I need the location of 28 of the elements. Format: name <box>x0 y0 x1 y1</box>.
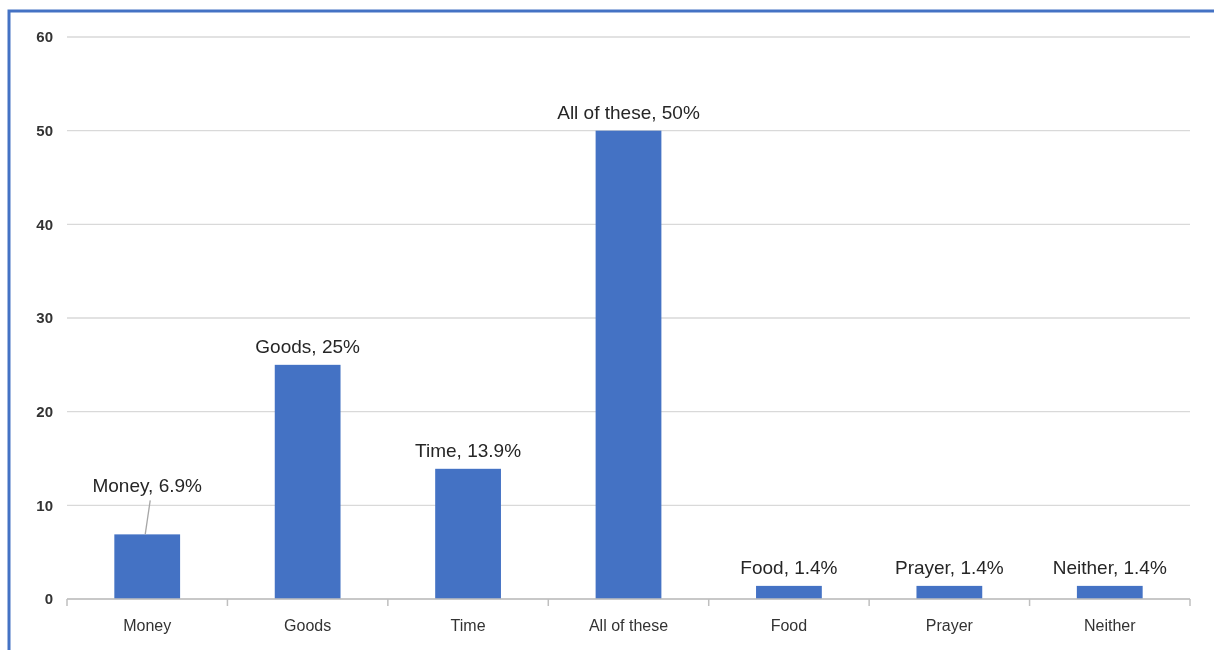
y-tick-label: 30 <box>36 309 53 327</box>
bar <box>756 585 822 599</box>
bar <box>1076 585 1143 599</box>
y-tick-label: 60 <box>36 28 53 46</box>
data-label: Prayer, 1.4% <box>894 556 1004 578</box>
x-tick-label: Food <box>770 616 808 634</box>
x-tick-label: Goods <box>284 616 332 634</box>
data-label: All of these, 50% <box>557 101 700 123</box>
y-tick-label: 50 <box>36 121 53 139</box>
x-tick-label: All of these <box>588 616 669 634</box>
data-label: Goods, 25% <box>255 335 361 357</box>
data-label: Time, 13.9% <box>415 439 522 461</box>
y-tick-label: 10 <box>36 496 53 514</box>
data-label: Money, 6.9% <box>92 475 203 497</box>
data-label: Neither, 1.4% <box>1052 556 1167 578</box>
x-tick-label: Neither <box>1084 616 1137 634</box>
x-tick-label: Prayer <box>925 616 974 634</box>
data-label: Food, 1.4% <box>740 556 838 578</box>
bar <box>435 468 501 599</box>
bar <box>114 534 181 599</box>
x-tick-label: Money <box>123 616 172 634</box>
y-tick-label: 20 <box>36 402 53 420</box>
y-tick-label: 40 <box>36 215 53 233</box>
bar <box>916 585 983 599</box>
bar <box>274 364 341 599</box>
y-tick-label: 0 <box>44 590 53 608</box>
bar <box>595 130 662 599</box>
x-tick-label: Time <box>450 616 486 634</box>
